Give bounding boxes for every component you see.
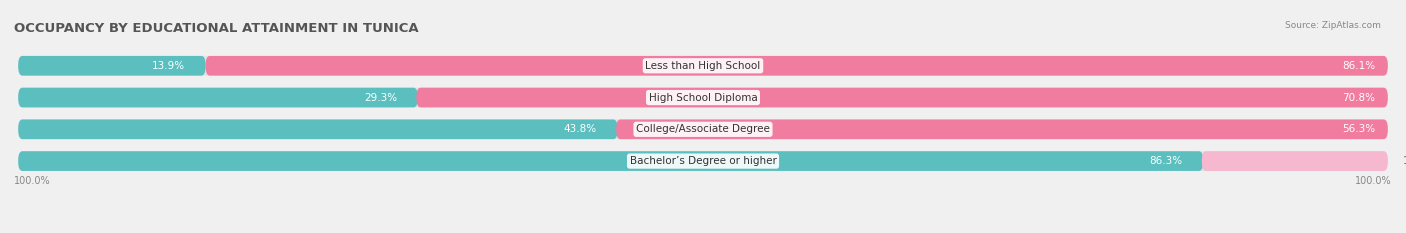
- Text: 13.8%: 13.8%: [1403, 156, 1406, 166]
- Text: High School Diploma: High School Diploma: [648, 93, 758, 103]
- Text: OCCUPANCY BY EDUCATIONAL ATTAINMENT IN TUNICA: OCCUPANCY BY EDUCATIONAL ATTAINMENT IN T…: [14, 22, 419, 35]
- Text: Bachelor’s Degree or higher: Bachelor’s Degree or higher: [630, 156, 776, 166]
- FancyBboxPatch shape: [205, 56, 1388, 76]
- Text: 86.3%: 86.3%: [1149, 156, 1182, 166]
- FancyBboxPatch shape: [18, 151, 1204, 171]
- Text: College/Associate Degree: College/Associate Degree: [636, 124, 770, 134]
- Text: 29.3%: 29.3%: [364, 93, 396, 103]
- FancyBboxPatch shape: [18, 151, 1388, 171]
- FancyBboxPatch shape: [18, 120, 617, 139]
- Text: 86.1%: 86.1%: [1343, 61, 1375, 71]
- FancyBboxPatch shape: [18, 120, 1388, 139]
- Text: Source: ZipAtlas.com: Source: ZipAtlas.com: [1285, 21, 1381, 30]
- FancyBboxPatch shape: [18, 56, 205, 76]
- FancyBboxPatch shape: [616, 120, 1388, 139]
- Text: 70.8%: 70.8%: [1343, 93, 1375, 103]
- Text: Less than High School: Less than High School: [645, 61, 761, 71]
- FancyBboxPatch shape: [18, 56, 1388, 76]
- FancyBboxPatch shape: [1202, 151, 1388, 171]
- FancyBboxPatch shape: [18, 88, 1388, 107]
- Text: 56.3%: 56.3%: [1343, 124, 1375, 134]
- Text: 100.0%: 100.0%: [1355, 176, 1392, 186]
- FancyBboxPatch shape: [416, 88, 1388, 107]
- Text: 13.9%: 13.9%: [152, 61, 186, 71]
- FancyBboxPatch shape: [18, 88, 418, 107]
- Text: 100.0%: 100.0%: [14, 176, 51, 186]
- Text: 43.8%: 43.8%: [564, 124, 598, 134]
